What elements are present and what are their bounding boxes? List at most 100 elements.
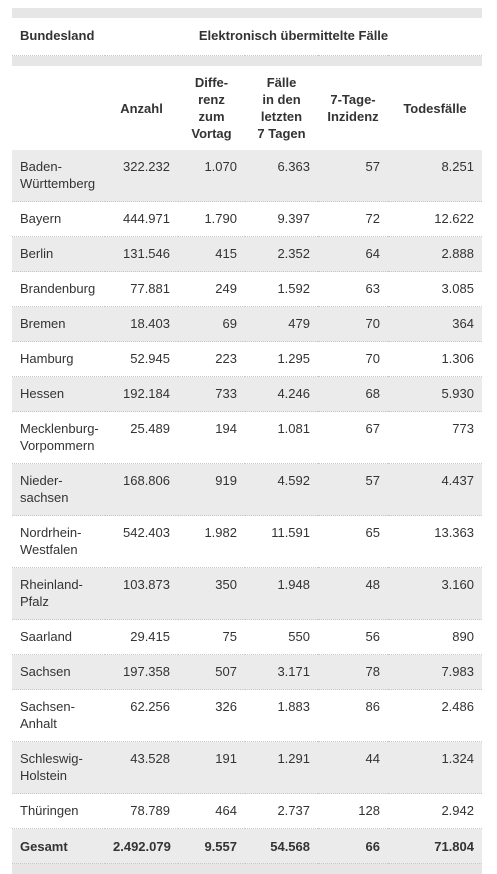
table-cell: 1.291 [277, 751, 310, 766]
table-cell: Nieder- sachsen [20, 473, 69, 505]
table-cell: 326 [215, 699, 237, 714]
table-cell: 4.592 [277, 473, 310, 488]
table-cell: 507 [215, 664, 237, 679]
table-cell: 9.397 [277, 211, 310, 226]
table-row: Mecklenburg- Vorpommern 25.489 194 1.081 67 7… [12, 412, 482, 464]
table-cell: 66 [365, 839, 380, 854]
table-cell: 8.251 [441, 159, 474, 174]
table-row: Sachsen 197.358 507 3.171 78 7.983 [12, 654, 482, 690]
table-row: Hamburg 52.945 223 1.295 70 1.306 [12, 342, 482, 377]
table-container: Bundesland Elektronisch übermittelte Fäl… [12, 8, 483, 874]
table-cell: 773 [452, 421, 474, 436]
table-cell: 1.081 [277, 421, 310, 436]
table-cell: Brandenburg [20, 281, 96, 296]
header-cell: Todesfälle [403, 100, 467, 116]
table-cell: 1.070 [204, 159, 237, 174]
table-cell: Hamburg [20, 351, 74, 366]
table-cell: Saarland [20, 629, 73, 644]
table-cell: Berlin [20, 246, 54, 261]
table-cell: 56 [365, 629, 380, 644]
table-cell: 2.486 [441, 699, 474, 714]
header-cell: Diffe- renz zum Vortag [191, 75, 232, 141]
total-row: Gesamt 2.492.079 9.557 54.568 66 71.804 [12, 828, 482, 864]
header-cell: Bundesland [20, 28, 95, 43]
header-cell: 7-Tage- Inzidenz [327, 92, 379, 124]
table-cell: 550 [288, 629, 310, 644]
table-cell: 1.324 [441, 751, 474, 766]
table-cell: 194 [215, 421, 237, 436]
header-cell: Fälle in den letzten 7 Tagen [257, 75, 306, 141]
table-row: Sachsen- Anhalt 62.256 326 1.883 86 2.486 [12, 690, 482, 742]
table-cell: 78.789 [130, 803, 170, 818]
table-cell: 64 [365, 246, 380, 261]
table-cell: 1.790 [204, 211, 237, 226]
header-cell: Elektronisch übermittelte Fälle [198, 28, 389, 43]
table-cell: 350 [215, 577, 237, 592]
table-cell: 75 [222, 629, 237, 644]
table-cell: Mecklenburg- Vorpommern [20, 421, 99, 453]
header-cell: Anzahl [120, 100, 163, 116]
table-cell: 103.873 [123, 577, 170, 592]
table-cell: 86 [365, 699, 380, 714]
table-cell: 3.085 [441, 281, 474, 296]
table-cell: 43.528 [130, 751, 170, 766]
table-cell: 2.492.079 [113, 839, 171, 854]
table-cell: 2.942 [441, 803, 474, 818]
table-cell: 52.945 [130, 351, 170, 366]
header-cell [12, 66, 105, 150]
table-cell: 18.403 [130, 316, 170, 331]
table-cell: 2.737 [277, 803, 310, 818]
table-cell: 70 [365, 351, 380, 366]
table-cell: 48 [365, 577, 380, 592]
table-cell: 1.982 [204, 525, 237, 540]
table-cell: 68 [365, 386, 380, 401]
table-cell: 2.888 [441, 246, 474, 261]
table-cell: 77.881 [130, 281, 170, 296]
table-cell: 128 [358, 803, 380, 818]
table-row: Thüringen 78.789 464 2.737 128 2.942 [12, 794, 482, 829]
table-cell: Sachsen- Anhalt [20, 699, 75, 731]
table-row: Nordrhein- Westfalen 542.403 1.982 11.591 65… [12, 516, 482, 568]
head-table: Bundesland Elektronisch übermittelte Fäl… [12, 18, 483, 56]
table-cell: 67 [365, 421, 380, 436]
table-row: Hessen 192.184 733 4.246 68 5.930 [12, 376, 482, 412]
table-cell: 322.232 [123, 159, 170, 174]
bottom-bar [12, 864, 482, 874]
table-cell: 444.971 [123, 211, 170, 226]
table-cell: 5.930 [441, 386, 474, 401]
table-cell: 1.592 [277, 281, 310, 296]
table-cell: 4.437 [441, 473, 474, 488]
data-table: Anzahl Diffe- renz zum Vortag Fälle in den… [12, 66, 482, 864]
mid-bar [12, 56, 482, 66]
table-cell: 13.363 [434, 525, 474, 540]
table-cell: 1.306 [441, 351, 474, 366]
table-cell: Gesamt [20, 839, 68, 854]
table-row: Baden- Württemberg 322.232 1.070 6.363 57 8.2… [12, 150, 482, 202]
table-cell: 63 [365, 281, 380, 296]
table-cell: 3.171 [277, 664, 310, 679]
table-cell: 62.256 [130, 699, 170, 714]
table-row: Bremen 18.403 69 479 70 364 [12, 306, 482, 342]
table-cell: 192.184 [123, 386, 170, 401]
table-cell: 54.568 [270, 839, 310, 854]
table-cell: 1.948 [277, 577, 310, 592]
table-cell: 919 [215, 473, 237, 488]
table-cell: 1.295 [277, 351, 310, 366]
table-cell: 364 [452, 316, 474, 331]
table-cell: Bayern [20, 211, 62, 226]
table-cell: 9.557 [204, 839, 237, 854]
table-cell: 168.806 [123, 473, 170, 488]
table-cell: 78 [365, 664, 380, 679]
table-cell: 2.352 [277, 246, 310, 261]
group-header: Bundesland Elektronisch übermittelte Fäl… [12, 18, 483, 56]
table-cell: 57 [365, 159, 380, 174]
table-cell: 733 [215, 386, 237, 401]
table-row: Brandenburg 77.881 249 1.592 63 3.085 [12, 272, 482, 307]
table-cell: 415 [215, 246, 237, 261]
table-cell: 6.363 [277, 159, 310, 174]
table-row: Schleswig- Holstein 43.528 191 1.291 44 1.324 [12, 741, 482, 794]
table-row: Nieder- sachsen 168.806 919 4.592 57 4.437 [12, 463, 482, 516]
table-cell: 3.160 [441, 577, 474, 592]
table-cell: 197.358 [123, 664, 170, 679]
table-cell: Baden- Württemberg [20, 159, 96, 191]
